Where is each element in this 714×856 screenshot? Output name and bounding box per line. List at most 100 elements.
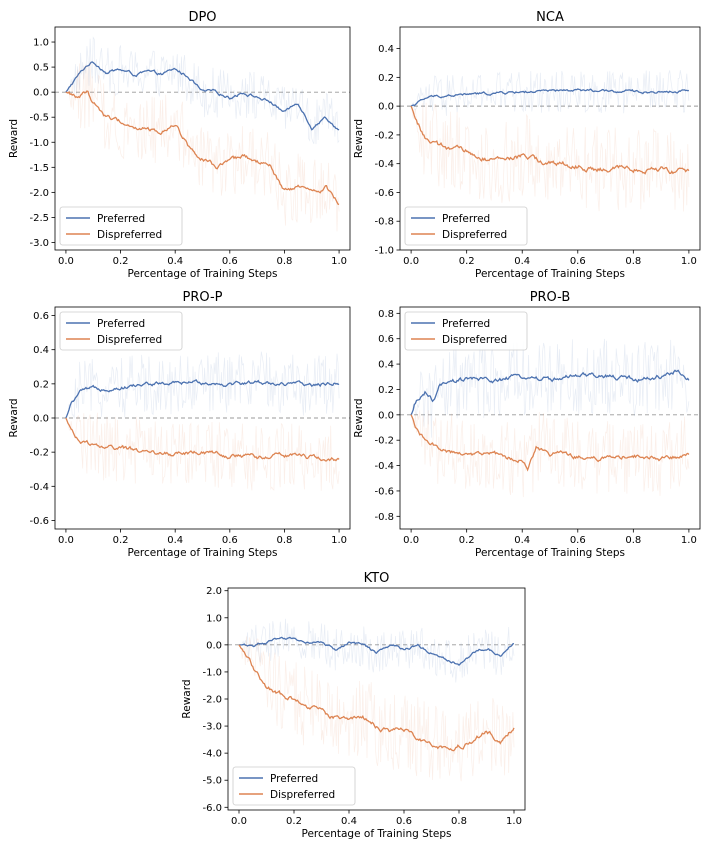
y-tick-label: -2.0 [202, 695, 222, 706]
y-axis-label: Reward [181, 679, 193, 718]
plot-frame [54, 26, 351, 251]
legend-label-dispreferred: Dispreferred [442, 334, 507, 346]
x-tick-label: 0.8 [625, 256, 641, 267]
plot-area [410, 338, 690, 498]
y-tick-label: -2.0 [29, 188, 49, 199]
x-tick-label: 0.4 [514, 256, 530, 267]
plot-area [65, 351, 340, 491]
y-tick-label: -1.0 [202, 667, 222, 678]
x-tick-label: 1.0 [681, 256, 697, 267]
legend-box [404, 311, 528, 351]
y-tick-label: -2.5 [29, 213, 49, 224]
x-tick-label: 0.8 [451, 816, 467, 827]
y-tick-label: 0.2 [33, 379, 49, 390]
y-tick-label: -0.4 [29, 482, 49, 493]
chart-title: DPO [188, 10, 216, 25]
x-axis-label: Percentage of Training Steps [127, 547, 277, 559]
x-tick-label: 0.0 [58, 535, 74, 546]
x-tick-label: 0.4 [167, 535, 183, 546]
y-tick-label: 1.0 [206, 613, 222, 624]
y-tick-label: -0.6 [374, 486, 394, 497]
chart-panel-pro-p: PRO-P 0.0 0.2 0.4 0.6 0.8 1.0 0.6 0.4 0.2 0.0 -0.2 -… [8, 290, 351, 559]
series-line-preferred [239, 636, 515, 666]
legend-label-dispreferred: Dispreferred [270, 789, 335, 801]
plot-frame [399, 306, 701, 530]
x-tick-label: 0.6 [396, 816, 412, 827]
legend-label-preferred: Preferred [97, 213, 145, 225]
x-tick-label: 0.0 [58, 256, 74, 267]
x-tick-label: 0.6 [570, 535, 586, 546]
y-tick-label: -1.0 [374, 246, 394, 257]
y-tick-label: 0.6 [378, 334, 394, 345]
x-tick-label: 1.0 [506, 816, 522, 827]
legend: Preferred Dispreferred [59, 311, 183, 351]
x-tick-label: 0.8 [276, 256, 292, 267]
y-tick-label: 0.4 [378, 44, 394, 55]
plot-area [238, 618, 515, 782]
y-tick-label: 0.8 [378, 309, 394, 320]
series-band-preferred [410, 70, 690, 116]
y-tick-label: -6.0 [202, 803, 222, 814]
legend-box [59, 311, 183, 351]
legend-box [59, 206, 183, 246]
legend-label-dispreferred: Dispreferred [97, 229, 162, 241]
y-tick-label: 2.0 [206, 586, 222, 597]
y-tick-label: 0.2 [378, 385, 394, 396]
x-tick-label: 0.2 [459, 535, 475, 546]
x-tick-label: 0.4 [514, 535, 530, 546]
y-tick-label: -0.2 [374, 436, 394, 447]
series-band-preferred [238, 618, 515, 683]
y-tick-label: 0.4 [33, 345, 49, 356]
legend-label-preferred: Preferred [442, 318, 490, 330]
x-tick-label: 0.0 [403, 256, 419, 267]
y-tick-label: 0.0 [33, 88, 49, 99]
y-tick-label: -0.2 [29, 448, 49, 459]
legend-box [404, 206, 528, 246]
series-band-dispreferred [410, 410, 690, 498]
y-tick-label: 0.0 [206, 640, 222, 651]
x-tick-label: 0.6 [222, 535, 238, 546]
series-line-preferred [410, 88, 690, 107]
x-tick-label: 1.0 [331, 535, 347, 546]
series-band-dispreferred [410, 102, 690, 212]
y-tick-label: -0.8 [374, 512, 394, 523]
y-tick-label: 0.2 [378, 73, 394, 84]
x-axis-label: Percentage of Training Steps [301, 828, 451, 840]
y-axis-label: Reward [8, 398, 20, 437]
series-band-preferred [65, 351, 340, 419]
legend-label-preferred: Preferred [270, 773, 318, 785]
series-line-dispreferred [410, 105, 690, 175]
chart-title: NCA [536, 10, 564, 25]
chart-title: PRO-P [183, 290, 223, 305]
plot-frame [399, 26, 701, 251]
legend: Preferred Dispreferred [404, 311, 528, 351]
series-line-dispreferred [65, 417, 340, 462]
x-tick-label: 1.0 [681, 535, 697, 546]
y-tick-label: 0.5 [33, 63, 49, 74]
series-band-preferred [65, 36, 340, 145]
x-tick-label: 0.8 [276, 535, 292, 546]
x-tick-label: 0.6 [570, 256, 586, 267]
x-tick-label: 0.0 [231, 816, 247, 827]
y-tick-label: -0.6 [29, 516, 49, 527]
plot-area [65, 36, 340, 232]
legend: Preferred Dispreferred [232, 766, 356, 806]
legend-box [232, 766, 356, 806]
y-tick-label: -3.0 [29, 238, 49, 249]
x-axis-label: Percentage of Training Steps [475, 547, 625, 559]
y-tick-label: 0.4 [378, 360, 394, 371]
y-axis-label: Reward [8, 119, 20, 158]
legend-label-preferred: Preferred [97, 318, 145, 330]
y-tick-label: 0.0 [33, 414, 49, 425]
y-tick-label: -0.5 [29, 113, 49, 124]
legend: Preferred Dispreferred [404, 206, 528, 246]
x-tick-label: 0.2 [113, 535, 129, 546]
y-tick-label: 1.0 [33, 38, 49, 49]
x-tick-label: 1.0 [331, 256, 347, 267]
legend-label-dispreferred: Dispreferred [97, 334, 162, 346]
y-tick-label: -0.2 [374, 130, 394, 141]
series-line-preferred [65, 379, 340, 419]
y-tick-label: -0.6 [374, 188, 394, 199]
y-tick-label: -0.4 [374, 461, 394, 472]
